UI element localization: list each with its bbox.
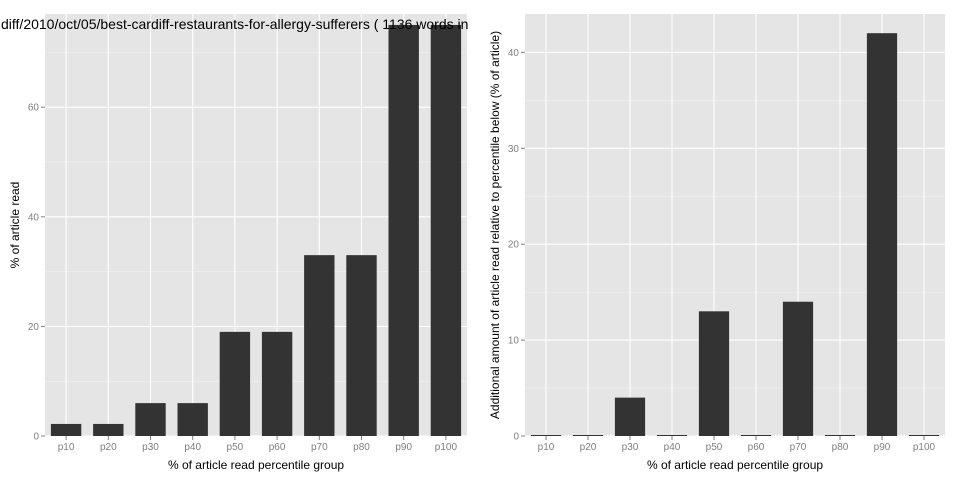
y-tick-label: 0 bbox=[33, 432, 39, 443]
bar-p70 bbox=[304, 255, 335, 436]
x-tick-label: p20 bbox=[100, 442, 117, 453]
bar-p80 bbox=[346, 255, 377, 436]
bar-p10 bbox=[530, 435, 562, 436]
bar-p60 bbox=[740, 435, 772, 436]
x-tick-label: p10 bbox=[58, 442, 75, 453]
x-tick-label: p60 bbox=[748, 442, 765, 453]
y-tick-label: 20 bbox=[28, 322, 40, 333]
left-bar-chart: 0 20 40 60 p10 p20 p30 p40 p50 p60 p70 p80 p90 p100 % … bbox=[1, 14, 468, 472]
y-tick-label: 20 bbox=[508, 240, 520, 251]
x-tick-label: p40 bbox=[664, 442, 681, 453]
bar-p100 bbox=[430, 24, 462, 437]
x-tick-label: p90 bbox=[874, 442, 891, 453]
y-tick-label: 40 bbox=[508, 48, 520, 59]
y-tick-label: 60 bbox=[28, 103, 40, 114]
x-tick-label: p30 bbox=[622, 442, 639, 453]
x-tick-label: p50 bbox=[706, 442, 723, 453]
bar-p90 bbox=[866, 33, 898, 436]
y-axis-title: Additional amount of article read relati… bbox=[488, 31, 502, 419]
x-tick-label: p100 bbox=[913, 442, 936, 453]
x-tick-label: p30 bbox=[142, 442, 159, 453]
bar-p40 bbox=[656, 435, 688, 436]
bar-p20 bbox=[572, 435, 604, 436]
x-tick-label: p80 bbox=[353, 442, 370, 453]
bar-p30 bbox=[614, 397, 646, 436]
x-tick-label: p10 bbox=[538, 442, 555, 453]
bar-p100 bbox=[908, 435, 940, 436]
x-tick-label: p50 bbox=[227, 442, 244, 453]
bar-p50 bbox=[698, 311, 730, 436]
x-tick-label: p90 bbox=[395, 442, 412, 453]
bar-p10 bbox=[50, 423, 82, 436]
y-tick-label: 30 bbox=[508, 144, 520, 155]
y-tick-label: 10 bbox=[508, 336, 520, 347]
title-group: diff/2010/oct/05/best-cardiff-restaurant… bbox=[1, 16, 468, 32]
bar-p40 bbox=[177, 403, 208, 436]
x-tick-label: p70 bbox=[311, 442, 328, 453]
bar-p30 bbox=[135, 403, 166, 436]
x-axis-title: % of article read percentile group bbox=[647, 458, 823, 472]
chart-title: diff/2010/oct/05/best-cardiff-restaurant… bbox=[1, 16, 468, 32]
bar-p20 bbox=[93, 423, 124, 436]
bar-p60 bbox=[261, 331, 293, 436]
x-tick-label: p70 bbox=[790, 442, 807, 453]
bar-p50 bbox=[219, 331, 251, 436]
x-tick-label: p80 bbox=[832, 442, 849, 453]
x-tick-label: p60 bbox=[269, 442, 286, 453]
bar-p80 bbox=[824, 435, 856, 436]
x-tick-label: p40 bbox=[184, 442, 201, 453]
y-axis-title: % of article read bbox=[8, 182, 22, 269]
y-tick-label: 40 bbox=[28, 212, 40, 223]
bar-p90 bbox=[388, 24, 419, 437]
y-tick-label: 0 bbox=[513, 432, 519, 443]
right-bar-chart: 0 10 20 30 40 p10 p20 p30 p40 p50 p60 p70 p80 p90 p100… bbox=[488, 14, 945, 472]
x-axis-title: % of article read percentile group bbox=[168, 458, 344, 472]
bar-p70 bbox=[782, 301, 814, 436]
x-tick-label: p20 bbox=[580, 442, 597, 453]
x-tick-label: p100 bbox=[435, 442, 458, 453]
